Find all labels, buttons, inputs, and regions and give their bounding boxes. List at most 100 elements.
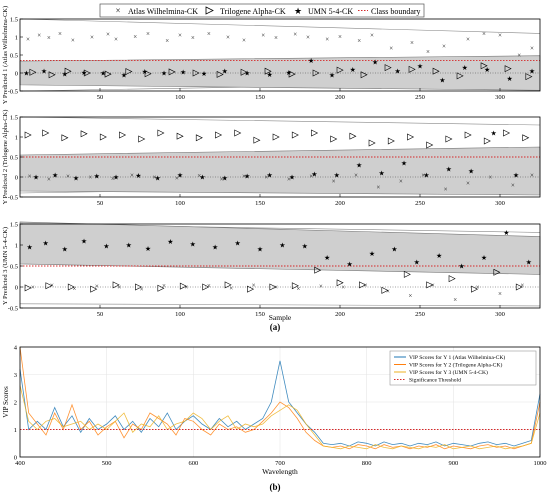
point-atlas: × (431, 281, 435, 289)
legend-label-atlas: Atlas Wilhelmina-CK (128, 7, 198, 16)
point-umn: ★ (81, 237, 87, 245)
point-trilogene (384, 64, 392, 72)
x-tick-label: 50 (97, 200, 104, 207)
point-umn: ★ (81, 69, 87, 77)
point-trilogene (493, 268, 501, 276)
point-trilogene (168, 68, 176, 76)
point-umn: ★ (414, 258, 420, 266)
point-trilogene (157, 129, 165, 137)
point-trilogene (216, 70, 224, 78)
point-umn: ★ (103, 242, 109, 250)
point-atlas: × (408, 292, 412, 300)
legend-label-boundary: Class boundary (371, 7, 421, 16)
point-atlas: × (261, 32, 265, 40)
x-tick-label: 100 (175, 94, 185, 101)
point-atlas: × (31, 284, 35, 292)
point-atlas: × (338, 33, 342, 41)
point-trilogene (253, 136, 261, 144)
point-atlas: × (162, 282, 166, 290)
point-trilogene (215, 131, 223, 139)
point-trilogene (291, 131, 299, 139)
point-trilogene (426, 281, 434, 289)
panel-b-label: (b) (270, 482, 281, 492)
point-atlas: × (71, 36, 75, 44)
point-umn: ★ (126, 242, 132, 250)
point-trilogene (381, 286, 389, 294)
point-trilogene (42, 129, 50, 137)
y-tick-label: 2 (14, 400, 17, 407)
point-atlas: × (114, 35, 118, 43)
point-atlas: × (309, 172, 313, 180)
point-atlas: × (184, 284, 188, 292)
point-umn: ★ (289, 174, 295, 182)
point-umn: ★ (222, 175, 228, 183)
x-tick-label: 1000 (534, 460, 547, 467)
point-atlas: × (498, 290, 502, 298)
point-atlas: × (72, 285, 76, 293)
point-atlas: × (88, 174, 92, 182)
point-umn: ★ (154, 174, 160, 182)
point-trilogene (195, 134, 203, 142)
point-umn: ★ (286, 69, 292, 77)
point-trilogene (112, 281, 120, 289)
x-tick-label: 900 (448, 460, 458, 467)
x-tick-label: 200 (335, 200, 345, 207)
point-atlas: × (152, 174, 156, 182)
point-atlas: × (66, 172, 70, 180)
point-trilogene (24, 131, 32, 139)
x-tick-label: 50 (97, 94, 104, 101)
point-atlas: × (319, 283, 323, 291)
x-tick-label: 600 (188, 460, 198, 467)
y-tick-label: 4 (14, 345, 18, 352)
point-atlas: × (165, 37, 169, 45)
point-umn: ★ (481, 254, 487, 262)
point-umn: ★ (350, 66, 356, 74)
point-atlas: × (95, 283, 99, 291)
point-trilogene (24, 284, 32, 292)
point-atlas: × (421, 172, 425, 180)
point-atlas: × (354, 172, 358, 180)
point-atlas: × (386, 288, 390, 296)
legend-marker-triangle (205, 6, 214, 15)
point-trilogene (330, 135, 338, 143)
y-tick-label: 0.5 (10, 53, 18, 60)
point-umn: ★ (334, 172, 340, 180)
point-atlas: × (207, 30, 211, 38)
point-trilogene (176, 132, 184, 140)
x-tick-label: 250 (415, 311, 425, 318)
point-trilogene (407, 133, 415, 141)
point-atlas: × (47, 34, 51, 42)
y-tick-label: 0 (15, 175, 18, 182)
point-trilogene (349, 132, 357, 140)
point-umn: ★ (279, 242, 285, 250)
outer-band-lower (19, 303, 541, 307)
point-trilogene (426, 141, 434, 149)
point-atlas: × (530, 44, 534, 52)
point-atlas: × (341, 284, 345, 292)
point-trilogene (234, 129, 242, 137)
point-umn: ★ (62, 71, 68, 79)
point-trilogene (61, 134, 69, 142)
point-atlas: × (325, 35, 329, 43)
y-tick-label: 1.5 (10, 222, 18, 229)
point-umn: ★ (513, 172, 519, 180)
y-tick-label: 3 (14, 372, 17, 379)
point-atlas: × (226, 34, 230, 42)
y-axis-label: Y Predicted 1 (Atlas Wilhelmina-CK) (2, 6, 9, 104)
x-tick-label: 200 (335, 311, 345, 318)
point-umn: ★ (311, 170, 317, 178)
point-umn: ★ (244, 173, 250, 181)
point-atlas: × (90, 34, 94, 42)
point-trilogene (83, 69, 91, 77)
point-umn: ★ (161, 70, 167, 78)
point-trilogene (480, 62, 488, 70)
point-atlas: × (364, 281, 368, 289)
point-atlas: × (242, 36, 246, 44)
point-umn: ★ (26, 244, 32, 252)
point-umn: ★ (142, 68, 148, 76)
point-trilogene (192, 69, 200, 77)
point-umn: ★ (369, 250, 375, 258)
point-trilogene (144, 70, 152, 78)
point-trilogene (45, 282, 53, 290)
point-atlas: × (58, 30, 62, 38)
